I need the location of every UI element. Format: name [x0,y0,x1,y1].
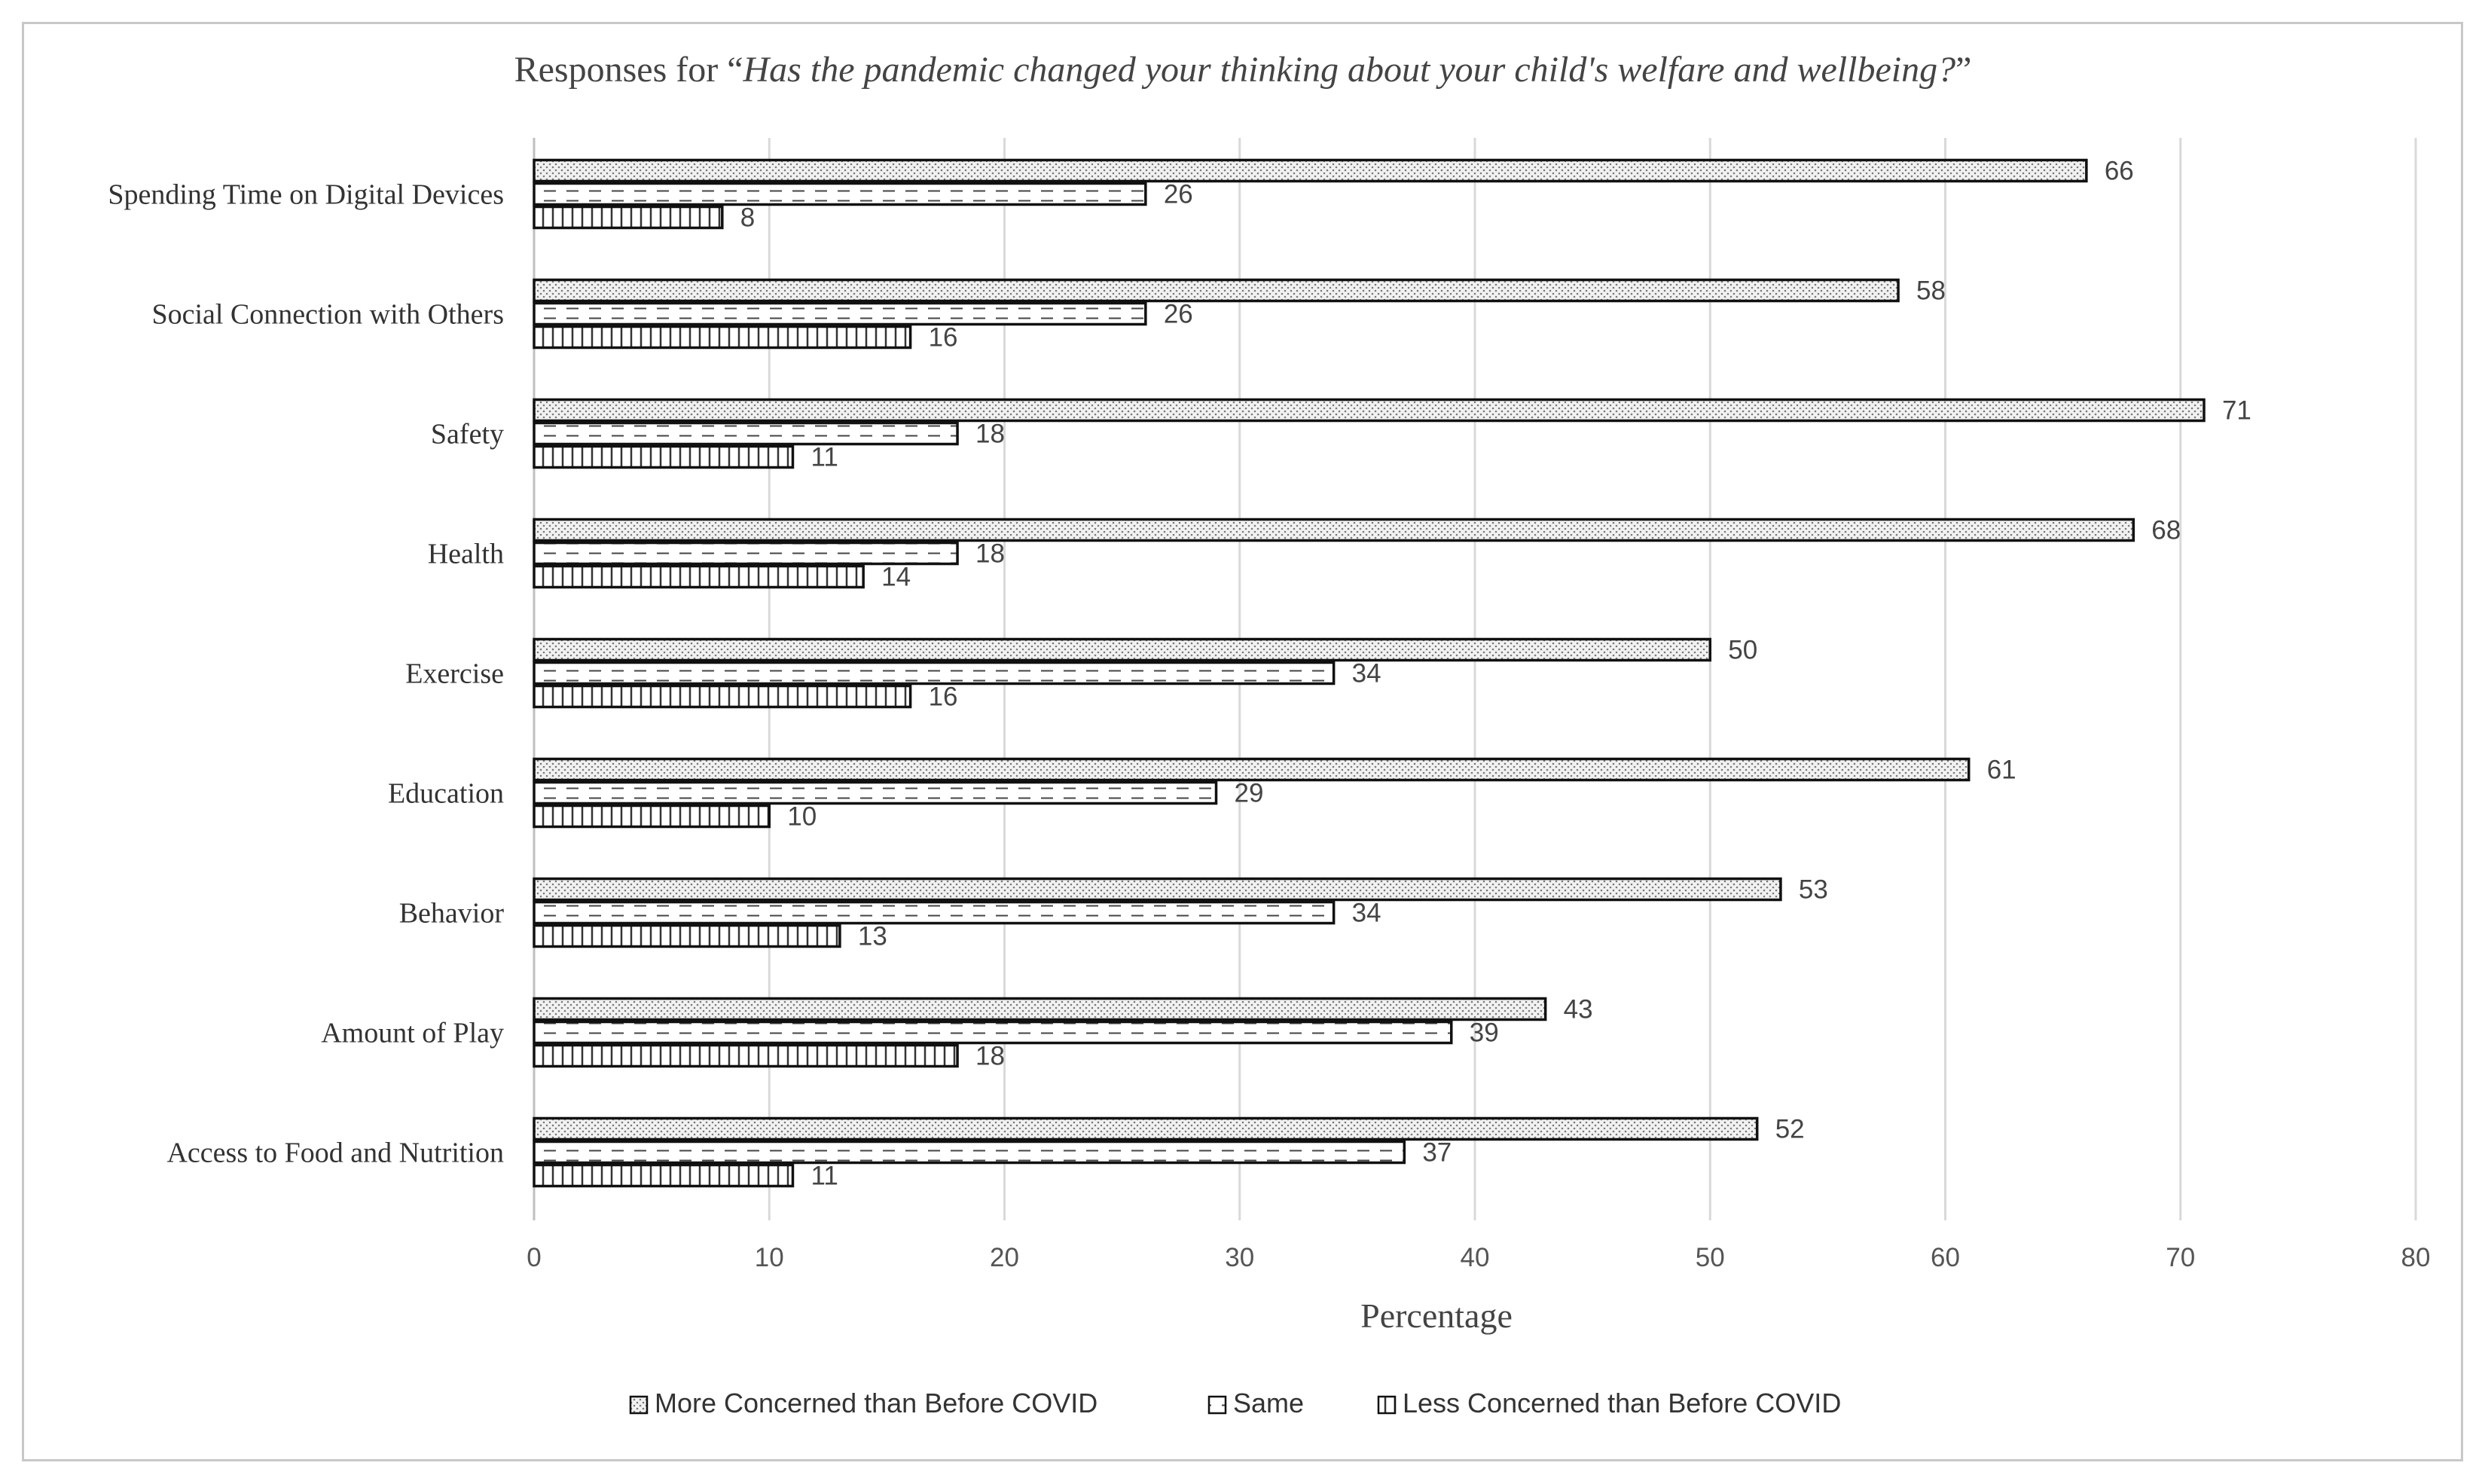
category-label: Safety [431,419,504,450]
bar [533,924,841,948]
bar [533,301,1147,326]
legend: More Concerned than Before COVID Same Less… [629,1388,1841,1418]
data-label: 26 [1164,300,1193,329]
bar [533,421,959,446]
bar [533,1140,1406,1165]
chart-frame [22,22,2463,1461]
category-label: Exercise [405,658,504,690]
x-tick-label: 60 [1931,1243,1960,1272]
bar [533,804,771,829]
data-label: 43 [1564,995,1593,1024]
bar [533,661,1336,686]
data-label: 11 [811,1162,838,1191]
data-label: 18 [975,1042,1005,1071]
data-labels: 66 26 8 58 26 16 71 18 11 68 18 14 50 34 16 61 29 10 53 34 1… [740,157,2251,1191]
data-label: 58 [1916,276,1946,306]
legend-label: More Concerned than Before COVID [655,1388,1097,1418]
x-tick-label: 40 [1461,1243,1490,1272]
bar [533,564,865,589]
x-tick-label: 70 [2166,1243,2195,1272]
data-label: 10 [787,802,817,832]
data-label: 16 [929,682,958,712]
bar [533,518,2135,542]
data-label: 29 [1235,779,1264,808]
category-label: Social Connection with Others [151,299,504,331]
legend-label: Less Concerned than Before COVID [1403,1388,1841,1418]
x-tick-label: 0 [527,1243,541,1272]
data-label: 61 [1987,756,2016,785]
category-label: Amount of Play [321,1018,504,1049]
data-label: 34 [1352,659,1381,689]
bar [533,325,912,350]
x-axis-label: Percentage [1360,1296,1513,1335]
data-label: 34 [1352,899,1381,928]
bar [533,684,912,709]
data-label: 53 [1799,875,1828,905]
bar [533,1020,1453,1045]
data-label: 52 [1775,1115,1805,1144]
bar [533,278,1900,303]
bar [533,1163,795,1188]
legend-swatch [1207,1395,1227,1415]
category-label: Spending Time on Digital Devices [108,179,504,211]
data-label: 68 [2151,516,2181,545]
data-label: 11 [811,443,838,472]
x-tick-label: 20 [990,1243,1019,1272]
bar [533,1116,1759,1141]
bar [533,877,1782,902]
category-label: Education [388,778,504,810]
data-label: 16 [929,323,958,353]
bar [533,780,1218,805]
bar [533,900,1336,925]
data-label: 18 [975,420,1005,449]
data-label: 13 [858,922,887,951]
legend-label: Same [1233,1388,1304,1418]
category-label: Health [428,539,504,570]
bar [533,158,2088,183]
bar [533,444,795,469]
bar [533,637,1711,662]
legend-swatch [1377,1395,1397,1415]
data-label: 18 [975,539,1005,569]
bar [533,757,1971,782]
x-tick-label: 80 [2401,1243,2431,1272]
data-label: 66 [2105,157,2134,186]
bar [533,182,1147,206]
category-label: Access to Food and Nutrition [166,1137,504,1169]
x-tick-labels: 0 10 20 30 40 50 60 70 80 [527,1243,2430,1272]
bar [533,398,2206,423]
legend-swatch [629,1395,649,1415]
x-tick-label: 30 [1225,1243,1254,1272]
data-label: 8 [740,203,755,233]
data-label: 14 [881,563,911,592]
x-tick-label: 50 [1696,1243,1725,1272]
bar [533,205,724,230]
bar [533,1043,959,1068]
data-label: 39 [1470,1018,1499,1048]
bars-group [533,158,2206,1188]
x-tick-label: 10 [755,1243,784,1272]
data-label: 71 [2222,396,2251,426]
chart-title: Responses for “Has the pandemic changed … [514,50,1972,90]
category-labels: Spending Time on Digital Devices Social C… [108,179,504,1169]
data-label: 50 [1728,636,1757,665]
data-label: 26 [1164,180,1193,209]
bar [533,997,1547,1021]
category-label: Behavior [399,898,505,930]
bar [533,541,959,566]
data-label: 37 [1422,1138,1452,1168]
